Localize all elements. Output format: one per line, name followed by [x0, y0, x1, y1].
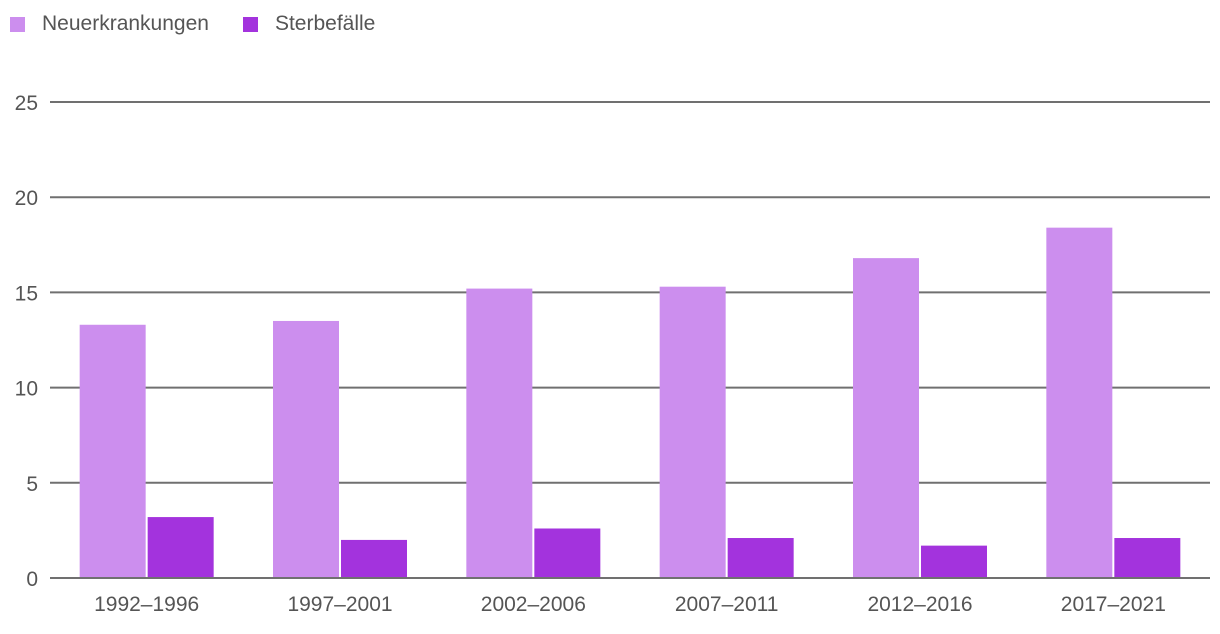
legend-swatch-neuerkrankungen: [10, 16, 25, 32]
y-tick-label-5: 5: [26, 473, 38, 496]
legend-item-neuerkrankungen: Neuerkrankungen: [10, 12, 209, 36]
bar-neuerkrankungen-4: [853, 258, 919, 578]
bar-sterbefaelle-5: [1114, 538, 1181, 578]
bar-sterbefaelle-0: [147, 517, 214, 578]
bar-neuerkrankungen-0: [79, 324, 146, 578]
y-tick-label-20: 20: [15, 187, 38, 210]
x-tick-label-4: 2012–2016: [867, 593, 972, 616]
y-tick-label-0: 0: [26, 568, 38, 591]
legend-item-sterbefaelle: Sterbefälle: [242, 12, 376, 36]
bar-neuerkrankungen-2: [466, 288, 533, 578]
bar-neuerkrankungen-5: [1046, 227, 1113, 578]
x-tick-label-1: 1997–2001: [287, 593, 392, 616]
x-tick-label-5: 2017–2021: [1061, 593, 1166, 616]
legend-label-neuerkrankungen: Neuerkrankungen: [42, 12, 209, 35]
chart-legend: Neuerkrankungen Sterbefälle: [10, 12, 409, 36]
legend-swatch-sterbefaelle: [242, 16, 258, 32]
y-tick-label-15: 15: [15, 282, 38, 305]
bar-sterbefaelle-4: [921, 545, 987, 578]
x-tick-label-2: 2002–2006: [481, 593, 586, 616]
bar-sterbefaelle-3: [727, 538, 794, 578]
y-tick-label-25: 25: [15, 92, 38, 115]
x-tick-label-3: 2007–2011: [675, 593, 779, 616]
bar-sterbefaelle-2: [534, 528, 601, 578]
bar-neuerkrankungen-1: [273, 320, 339, 578]
x-tick-label-0: 1992–1996: [94, 593, 199, 616]
y-tick-label-10: 10: [15, 378, 38, 401]
bar-sterbefaelle-1: [341, 539, 407, 578]
legend-label-sterbefaelle: Sterbefälle: [274, 12, 376, 35]
bar-neuerkrankungen-3: [659, 286, 726, 578]
